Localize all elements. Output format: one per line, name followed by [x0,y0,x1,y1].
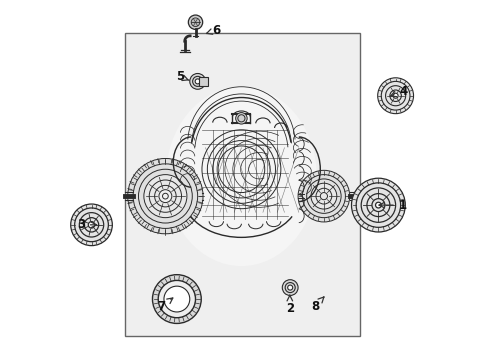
Text: 3: 3 [77,218,97,231]
Circle shape [236,113,247,124]
Circle shape [152,275,201,323]
Text: 7: 7 [158,298,173,313]
Circle shape [71,204,112,246]
Text: 4: 4 [391,85,408,98]
Text: 2: 2 [286,295,294,315]
Circle shape [195,79,200,84]
Circle shape [351,178,405,232]
Circle shape [128,158,203,234]
Circle shape [393,93,398,98]
Text: 5: 5 [175,70,189,83]
Circle shape [159,190,172,203]
Text: 1: 1 [379,199,407,212]
Text: 6: 6 [206,24,220,37]
Bar [125,33,360,336]
Circle shape [190,73,205,89]
Circle shape [191,18,200,27]
Bar [199,77,208,86]
Circle shape [288,285,293,290]
Circle shape [144,175,187,218]
Circle shape [188,15,203,30]
Circle shape [378,78,414,114]
Circle shape [164,286,190,312]
Circle shape [375,202,381,208]
Circle shape [238,115,245,122]
Circle shape [311,183,337,209]
Text: 8: 8 [311,297,324,313]
Circle shape [282,280,298,296]
Ellipse shape [166,87,317,266]
Circle shape [88,222,95,228]
Circle shape [158,280,196,318]
Circle shape [298,170,350,222]
